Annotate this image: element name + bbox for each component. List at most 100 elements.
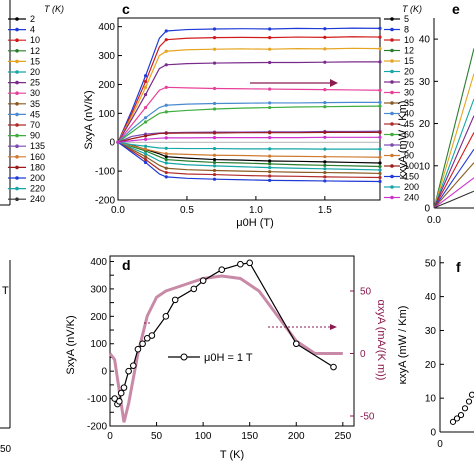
panel-d-point <box>117 389 125 397</box>
panel-c-xtick-label: 0.5 <box>180 205 194 216</box>
left-legend-marker <box>15 38 19 42</box>
panel-e-ylabel: κxyA (mW / Km) <box>397 101 409 180</box>
panel-f-letter: f <box>456 259 461 275</box>
panel-c-ytick-label: -200 <box>95 196 115 207</box>
panel-c-point <box>212 153 217 157</box>
left-legend-marker <box>15 17 19 21</box>
panel-c-legend-label: 40 <box>404 109 414 119</box>
panel-d-ytick-right-label: 0 <box>360 349 366 360</box>
panel-c-point <box>323 27 327 31</box>
panel-c-legend-marker <box>390 122 394 126</box>
panel-c-point <box>323 170 327 175</box>
panel-c-point <box>268 147 272 151</box>
panel-c-point <box>212 168 217 173</box>
panel-c-point <box>164 136 168 140</box>
panel-c-legend-marker <box>390 17 394 21</box>
panel-c-legend-label: 200 <box>404 182 419 192</box>
panel-c-point <box>323 175 327 179</box>
panel-d-xlabel: T (K) <box>220 449 244 461</box>
left-legend-label: 240 <box>30 194 45 204</box>
panel-c-point <box>164 63 168 67</box>
panel-f-ytick-label: 30 <box>425 326 437 337</box>
panel-c-point <box>143 116 148 120</box>
panel-d-point <box>143 334 151 342</box>
panel-c-point <box>323 88 327 92</box>
panel-d-letter: d <box>122 257 131 273</box>
left-legend-label: 15 <box>30 56 40 66</box>
panel-e: e 0 10 20 30 40 κxyA (mW / Km) 0.0 <box>397 1 474 226</box>
panel-c-point <box>268 166 272 170</box>
panel-d-point <box>111 395 118 402</box>
panel-e-series-line <box>433 190 474 209</box>
panel-f-ylabel: κxyA (mW / Km) <box>397 306 409 385</box>
panel-c-point <box>164 152 168 156</box>
left-legend-marker <box>15 112 19 117</box>
panel-c-point <box>143 157 148 162</box>
panel-e-ytick-label: 0 <box>424 204 430 215</box>
left-legend-label: 30 <box>30 88 40 98</box>
panel-c-point <box>268 162 272 166</box>
panel-c-point <box>268 27 272 31</box>
panel-c: c -200 -100 0 100 200 300 400 0.0 0.5 1.0 1.5 SxyA… <box>83 1 422 229</box>
panel-d-legend-marker <box>180 353 188 361</box>
panel-c-point <box>212 164 217 168</box>
left-legend-title: T (K) <box>44 4 64 14</box>
panel-c-point <box>268 170 272 174</box>
left-legend-marker <box>15 80 19 85</box>
panel-d-arrow-head <box>330 324 337 330</box>
panel-c-legend-label: 15 <box>404 56 414 66</box>
panel-d-xtick-label: 50 <box>151 431 163 442</box>
panel-d-ytick-right-label: 50 <box>360 287 372 298</box>
panel-d-xtick-label: 0 <box>107 431 113 442</box>
left-legend-label: 25 <box>30 78 40 88</box>
panel-c-point <box>268 131 272 135</box>
panel-c-legend-label: 12 <box>404 46 414 56</box>
panel-c-legend: T (K)58101215202530354045607090100150200… <box>384 4 422 203</box>
panel-c-point <box>212 47 217 51</box>
panel-c-point <box>378 171 382 176</box>
panel-c-series <box>116 26 382 184</box>
panel-c-frame <box>117 17 381 201</box>
left-legend-marker <box>15 123 19 127</box>
panel-c-point <box>164 146 168 150</box>
panel-d-point <box>134 345 142 353</box>
panel-c-legend-marker <box>390 174 394 179</box>
left-partial-panel: T (K)24101215202530354570901351601802002… <box>0 0 64 455</box>
panel-c-point <box>378 168 382 172</box>
panel-c-legend-label: 240 <box>404 193 419 203</box>
panel-c-ticks: -200 -100 0 100 200 300 400 0.0 0.5 1.0 1.5 <box>95 22 380 216</box>
panel-d-point <box>162 313 170 320</box>
panel-c-point <box>212 157 217 162</box>
panel-c-ytick-label: 200 <box>98 80 115 91</box>
panel-d-point <box>292 340 300 348</box>
panel-c-point <box>164 49 168 53</box>
panel-c-point <box>143 79 148 84</box>
panel-c-point <box>164 110 168 114</box>
panel-d-frame <box>109 255 355 427</box>
panel-e-ytick-label: 20 <box>419 119 431 130</box>
panel-c-point <box>212 146 217 151</box>
panel-f-ytick-label: 40 <box>425 292 437 303</box>
panel-c-point <box>212 160 217 165</box>
panel-c-point <box>378 35 382 39</box>
panel-e-letter: e <box>452 1 460 17</box>
panel-c-legend-label: 25 <box>404 77 414 87</box>
panel-c-point <box>268 36 272 40</box>
panel-c-legend-marker <box>390 195 394 200</box>
panel-c-series-line <box>117 27 381 143</box>
panel-c-legend-marker <box>390 38 394 42</box>
panel-c-point <box>378 179 382 184</box>
panel-e-series-line <box>433 148 474 209</box>
panel-c-legend-marker <box>390 80 394 84</box>
panel-f-ytick-label: 20 <box>425 360 437 371</box>
panel-c-legend-label: 100 <box>404 161 419 171</box>
left-legend-label: 2 <box>30 14 35 24</box>
panel-e-series <box>433 48 474 209</box>
panel-d-point <box>148 332 156 339</box>
panel-c-ytick-label: 100 <box>98 109 115 120</box>
panel-c-point <box>323 163 327 167</box>
panel-c-point <box>164 155 168 159</box>
panel-d-ytick-label: 200 <box>90 312 107 323</box>
left-legend-label: 180 <box>30 162 45 172</box>
panel-f-point <box>461 405 469 412</box>
